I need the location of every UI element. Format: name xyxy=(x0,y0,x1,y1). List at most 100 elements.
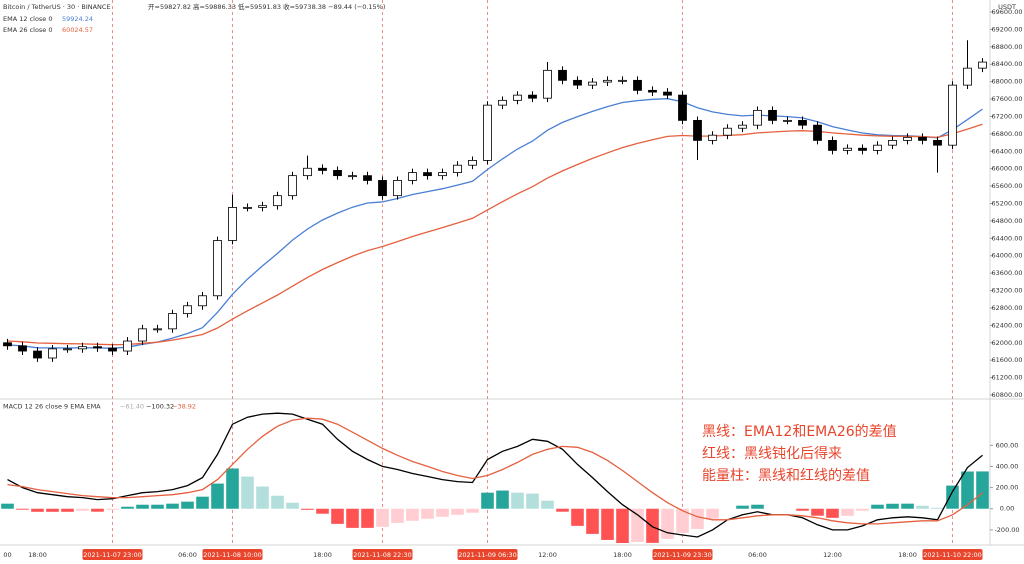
histogram-bar xyxy=(121,506,134,509)
histogram-bar xyxy=(676,508,689,533)
y-tick-label: 60800.00 xyxy=(991,391,1022,399)
candle-body xyxy=(858,147,867,151)
y-tick-label: 66000.00 xyxy=(991,165,1022,173)
candle-body xyxy=(813,124,822,141)
y-tick-label: 65600.00 xyxy=(991,182,1022,190)
y-tick-label: 67200.00 xyxy=(991,112,1022,120)
x-tick-label: 2021-11-09 06:30 xyxy=(458,551,517,559)
histogram-bar xyxy=(916,505,929,509)
y-tick-label: 61200.00 xyxy=(991,374,1022,382)
candle-body xyxy=(48,348,57,359)
candle-body xyxy=(63,348,72,351)
x-tick-label: 18:00 xyxy=(613,551,632,559)
histogram-bar xyxy=(256,486,269,509)
y-tick-label: 62400.00 xyxy=(991,321,1022,329)
candle-body xyxy=(828,139,837,151)
annotation: 能量柱：黑线和红线的差值 xyxy=(702,468,870,484)
candle-body xyxy=(618,79,627,82)
legend-name: EMA 12 close 0 xyxy=(3,15,53,23)
x-tick-label: 12:00 xyxy=(538,551,557,559)
histogram-bar xyxy=(661,508,674,539)
candle-body xyxy=(93,346,102,349)
x-tick-label: 2021-11-09 23:30 xyxy=(653,551,712,559)
histogram-bar xyxy=(16,508,29,510)
histogram-bar xyxy=(61,508,74,512)
line xyxy=(7,417,983,525)
x-tick-label: 06:00 xyxy=(748,551,767,559)
x-tick-label: 2021-11-08 22:30 xyxy=(353,551,412,559)
candle-body xyxy=(273,195,282,207)
candle-body xyxy=(378,180,387,197)
symbol-title[interactable]: Bitcoin / TetherUS · 30 · BINANCE xyxy=(3,3,111,11)
candle-body xyxy=(573,79,582,86)
histogram-bar xyxy=(451,508,464,515)
candle-body xyxy=(693,119,702,141)
histogram-bar xyxy=(466,508,479,513)
legend-value: −100.32 xyxy=(146,403,174,411)
histogram-bar xyxy=(241,476,254,509)
candle-body xyxy=(228,207,237,241)
ohlc-values: 开=59827.82 高=59886.33 低=59591.83 收=59738… xyxy=(148,2,385,11)
candle-body xyxy=(348,175,357,178)
histogram-bar xyxy=(316,508,329,514)
y-tick-label: 61600.00 xyxy=(991,356,1022,364)
candle-body xyxy=(33,350,42,359)
histogram-bar xyxy=(76,508,89,511)
candle-body xyxy=(588,81,597,86)
time-highlight xyxy=(82,549,143,560)
candle-body xyxy=(243,207,252,209)
histogram-bar xyxy=(931,507,944,509)
y-tick-label: 64800.00 xyxy=(991,217,1022,225)
candle-body xyxy=(438,172,447,177)
histogram-bar xyxy=(391,508,404,523)
macd-title[interactable]: MACD 12 26 close 9 EMA EMA xyxy=(3,403,101,411)
histogram-bar xyxy=(1,503,14,509)
x-tick-label: 2021-11-10 22:00 xyxy=(923,551,982,559)
candle-body xyxy=(783,119,792,122)
y-tick-label: 0.00 xyxy=(1000,505,1014,513)
annotation: 黑线：EMA12和EMA26的差值 xyxy=(702,424,897,440)
candle-body xyxy=(648,89,657,93)
x-tick-label: 06:00 xyxy=(178,551,197,559)
candle-body xyxy=(978,61,987,69)
histogram-bar xyxy=(211,483,224,509)
line xyxy=(7,412,983,538)
y-tick-label: 66800.00 xyxy=(991,130,1022,138)
x-tick-label: 2021-11-07 23:00 xyxy=(83,551,142,559)
histogram-bar xyxy=(136,504,149,509)
legend-name: EMA 26 close 0 xyxy=(3,26,53,34)
histogram-bar xyxy=(886,503,899,509)
y-tick-label: 68000.00 xyxy=(991,78,1022,86)
legend-value: 59924.24 xyxy=(62,15,93,23)
histogram-bar xyxy=(436,508,449,517)
candle-body xyxy=(303,167,312,177)
legend-value: −38.92 xyxy=(172,403,196,411)
histogram-bar xyxy=(496,490,509,509)
y-tick-label: 69600.00 xyxy=(991,8,1022,16)
histogram-bar xyxy=(796,508,809,511)
histogram-bar xyxy=(736,505,749,509)
x-tick-label: 12:00 xyxy=(823,551,842,559)
candle-body xyxy=(663,91,672,96)
time-highlight xyxy=(202,549,263,560)
candle-body xyxy=(183,305,192,315)
line xyxy=(7,98,983,349)
candle-body xyxy=(843,147,852,151)
candle-body xyxy=(138,328,147,342)
candle-body xyxy=(213,240,222,297)
candle-body xyxy=(393,180,402,197)
histogram-bar xyxy=(481,492,494,509)
candle-body xyxy=(963,67,972,86)
candle-body xyxy=(513,94,522,101)
candle-body xyxy=(933,139,942,146)
candle-body xyxy=(678,94,687,121)
y-tick-label: 62000.00 xyxy=(991,339,1022,347)
x-tick-label: 18:00 xyxy=(898,551,917,559)
candle-body xyxy=(108,347,117,352)
histogram-bar xyxy=(961,471,974,509)
y-tick-label: 400.00 xyxy=(996,462,1019,470)
y-tick-label: 64000.00 xyxy=(991,252,1022,260)
histogram-bar xyxy=(976,471,989,509)
